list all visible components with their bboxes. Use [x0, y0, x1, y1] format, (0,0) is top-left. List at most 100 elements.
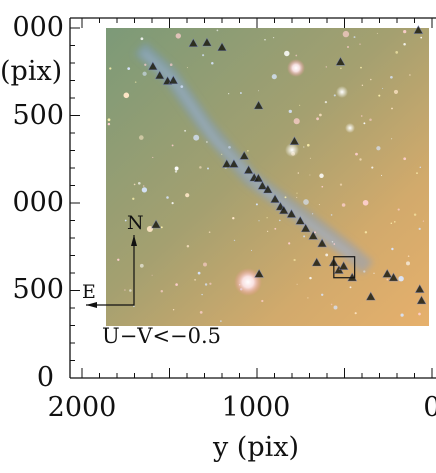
star [400, 313, 404, 317]
color-cut-label: U−V<−0.5 [102, 324, 221, 348]
star [309, 276, 312, 280]
star [418, 312, 421, 316]
star [321, 185, 324, 188]
star [139, 263, 144, 268]
star-field [107, 29, 425, 322]
star [138, 135, 144, 140]
star [394, 221, 396, 223]
data-point-marker [221, 158, 232, 168]
star [284, 50, 290, 57]
data-point-marker [151, 219, 162, 229]
tidal-streak-core [141, 50, 354, 258]
bright-star-bloom [234, 268, 262, 296]
star [160, 226, 163, 229]
data-point-marker [278, 205, 289, 215]
star [393, 89, 399, 94]
data-point-marker [253, 173, 264, 183]
star [422, 220, 425, 222]
star [288, 242, 291, 245]
star [371, 166, 374, 169]
star [140, 37, 144, 41]
star [413, 213, 417, 216]
star [360, 66, 362, 69]
star [142, 185, 145, 187]
star [166, 196, 169, 199]
star [134, 81, 137, 83]
star [144, 63, 147, 66]
star [123, 92, 130, 99]
compass-arms [86, 235, 135, 306]
star [127, 67, 131, 70]
star [171, 202, 174, 205]
star [333, 243, 336, 245]
star [340, 67, 342, 70]
star [132, 197, 135, 200]
star [325, 253, 329, 257]
star [197, 271, 201, 275]
star [398, 275, 404, 282]
east-arrowhead [86, 302, 97, 308]
star [133, 183, 136, 186]
star [239, 92, 242, 94]
data-point-marker [413, 24, 424, 34]
star [307, 143, 310, 147]
star [129, 289, 132, 292]
star [303, 235, 306, 238]
star [299, 104, 301, 106]
star [330, 303, 333, 306]
star [261, 299, 264, 303]
star [382, 87, 384, 89]
star [124, 289, 126, 291]
star [233, 239, 236, 242]
star [109, 67, 112, 70]
data-point-marker [262, 184, 273, 194]
star [171, 144, 174, 147]
star [295, 54, 298, 57]
bright-star-glow [287, 59, 305, 77]
x-tick-label: 2000 [48, 392, 117, 423]
star [321, 293, 324, 296]
data-point-marker [388, 272, 399, 282]
star [420, 36, 423, 39]
data-point-marker [253, 100, 264, 110]
astronomical-image [106, 28, 429, 326]
star [378, 94, 381, 97]
star [172, 309, 175, 311]
y-tick-label: 0 [37, 362, 54, 393]
star [107, 118, 111, 122]
star [293, 118, 300, 125]
star [211, 62, 214, 65]
star [186, 67, 188, 69]
star [309, 174, 311, 176]
star [207, 167, 209, 170]
star [409, 74, 411, 76]
star [342, 30, 350, 38]
star [311, 213, 314, 215]
star [274, 227, 277, 230]
data-point-marker [147, 61, 158, 71]
star [266, 217, 268, 219]
x-axis-label: y (pix) [212, 432, 299, 463]
star [284, 196, 287, 199]
star [146, 225, 153, 233]
star [386, 278, 389, 281]
star [107, 122, 111, 126]
y-tick-label: 000 [12, 12, 64, 43]
star [193, 134, 200, 141]
star [228, 145, 231, 149]
star [318, 204, 320, 206]
star [339, 183, 343, 186]
star [381, 174, 383, 176]
star [349, 286, 352, 289]
data-point-marker [243, 164, 254, 174]
star [220, 320, 222, 322]
star [407, 255, 410, 257]
star [346, 45, 350, 49]
star [151, 274, 153, 276]
data-point-marker [286, 208, 297, 218]
data-point-marker [254, 268, 265, 278]
axis-ticks [70, 18, 433, 379]
star [204, 283, 208, 286]
star [325, 66, 327, 68]
star [175, 283, 178, 286]
